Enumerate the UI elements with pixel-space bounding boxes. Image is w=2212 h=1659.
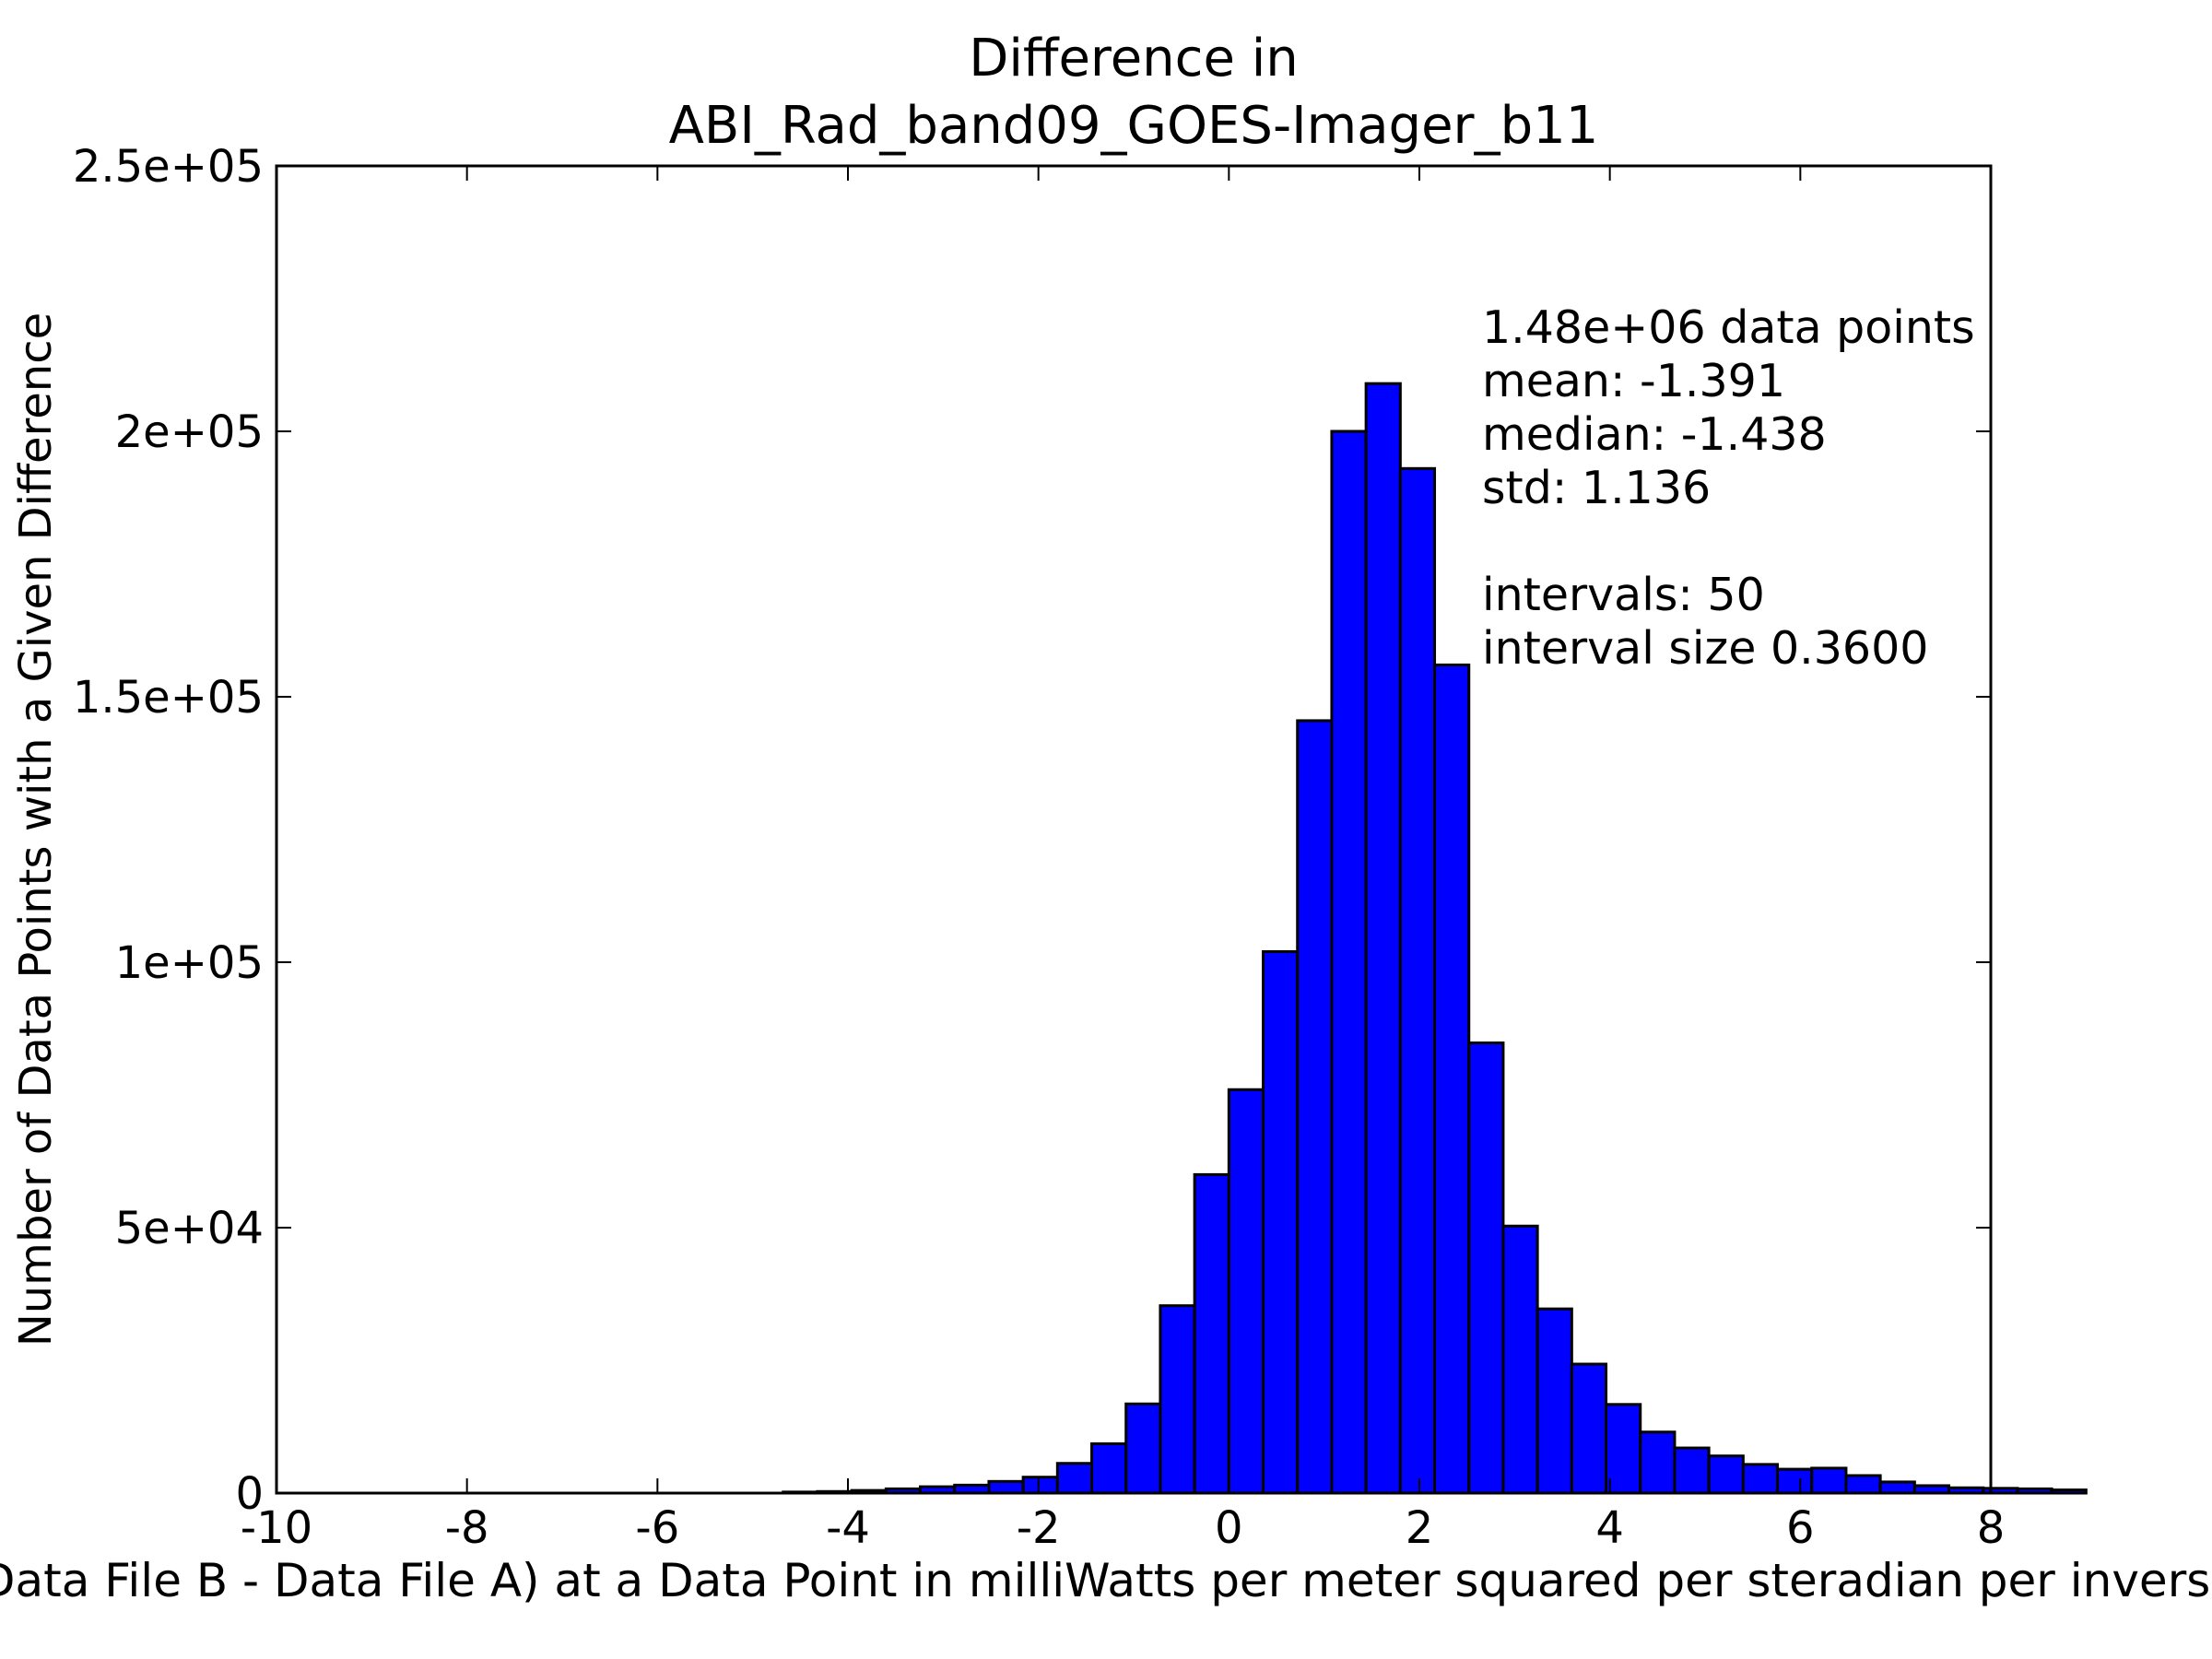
histogram-bar: [1055, 1462, 1094, 1495]
histogram-bar: [1878, 1480, 1916, 1495]
y-tick-label: 2.5e+05: [73, 141, 264, 193]
y-tick-label: 2e+05: [115, 406, 264, 458]
x-tick-label: 0: [1215, 1502, 1243, 1554]
histogram-bar: [1776, 1467, 1814, 1495]
stats-line: mean: -1.391: [1482, 355, 1785, 407]
histogram-bar: [1501, 1224, 1539, 1495]
axis-ticks: -10 -8 -6 -4 -2 0 2 4 6 8 0 5e+04 1e+05 1.5e+05 2e+05 2…: [73, 141, 2005, 1554]
y-tick-label: 1e+05: [115, 937, 264, 989]
histogram-bar: [1570, 1362, 1608, 1495]
y-tick-label: 0: [235, 1468, 264, 1520]
histogram-bar: [1467, 1041, 1505, 1495]
x-tick-label: 6: [1786, 1502, 1815, 1554]
histogram-bar: [1193, 1172, 1230, 1495]
histogram-bar: [1673, 1446, 1711, 1495]
chart-title-line-2: ABI_Rad_band09_GOES-Imager_b11: [669, 96, 1599, 156]
plot-frame: [275, 164, 1993, 1495]
stats-line: 1.48e+06 data points: [1482, 301, 1975, 354]
x-tick-label: -6: [635, 1502, 679, 1554]
histogram-bar: [1639, 1430, 1677, 1495]
histogram-bar: [1741, 1463, 1780, 1495]
histogram-bar: [987, 1479, 1025, 1495]
histogram-bar: [1227, 1088, 1265, 1495]
histogram-bar: [1262, 949, 1300, 1495]
chart-title-line-1: Difference in: [969, 29, 1299, 88]
histogram-bar: [1090, 1441, 1128, 1495]
histogram-bars: [782, 382, 2088, 1495]
histogram-bar: [1124, 1402, 1162, 1495]
x-tick-label: 4: [1595, 1502, 1624, 1554]
histogram-bar: [1364, 382, 1402, 1495]
histogram-bar: [1707, 1454, 1745, 1495]
histogram-bar: [1021, 1476, 1059, 1495]
y-axis-label: Number of Data Points with a Given Diffe…: [10, 312, 62, 1347]
stats-line: std: 1.136: [1482, 462, 1711, 514]
histogram-bar: [1296, 719, 1334, 1495]
x-tick-label: 8: [1977, 1502, 2006, 1554]
y-tick-label: 1.5e+05: [73, 672, 264, 724]
y-tick-label: 5e+04: [115, 1203, 264, 1254]
histogram-bar: [1159, 1304, 1196, 1495]
histogram-bar: [2050, 1488, 2088, 1495]
histogram-bar: [1433, 663, 1471, 1495]
x-axis-label: Value of (Data File B - Data File A) at …: [0, 1554, 2212, 1607]
histogram-bar: [1398, 466, 1437, 1495]
histogram-bar: [1330, 429, 1368, 1495]
x-tick-label: -10: [241, 1502, 312, 1554]
histogram-bar: [1844, 1474, 1882, 1495]
histogram-bar: [1605, 1403, 1642, 1495]
x-tick-label: -8: [445, 1502, 489, 1554]
stats-line: median: -1.438: [1482, 408, 1827, 461]
histogram-bar: [1535, 1307, 1573, 1495]
histogram-bar: [1810, 1466, 1848, 1495]
stats-line: interval size 0.3600: [1482, 622, 1928, 675]
x-tick-label: 2: [1406, 1502, 1434, 1554]
x-tick-label: -4: [826, 1502, 870, 1554]
stats-line: intervals: 50: [1482, 569, 1765, 621]
x-tick-label: -2: [1017, 1502, 1061, 1554]
histogram-bar: [2016, 1487, 2053, 1495]
